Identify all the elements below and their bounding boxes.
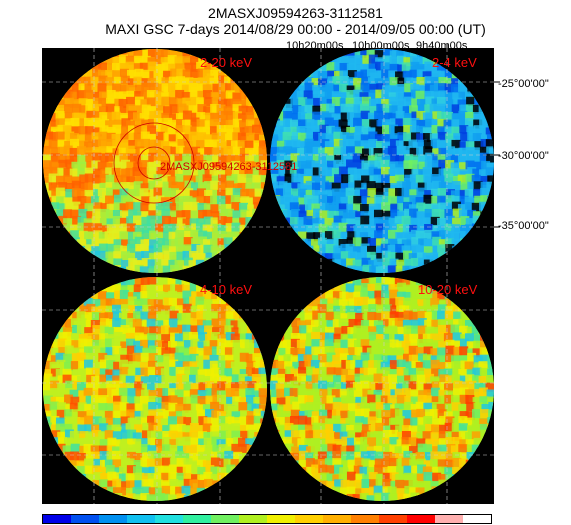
color-scale-cell	[183, 515, 211, 523]
source-label: 2MASXJ09594263-3112581	[160, 161, 297, 173]
panel-band-label: 2-20 keV	[200, 55, 252, 70]
color-scale-cell	[43, 515, 71, 523]
color-scale-cell	[239, 515, 267, 523]
color-scale-cell	[267, 515, 295, 523]
color-scale-cell	[127, 515, 155, 523]
panel-band-label: 10-20 keV	[418, 282, 478, 297]
color-scale-bar	[42, 514, 492, 524]
color-scale-cell	[295, 515, 323, 523]
panel-band-label: 2-4 keV	[432, 55, 477, 70]
color-scale-cell	[155, 515, 183, 523]
color-scale-cell	[71, 515, 99, 523]
color-scale-cell	[379, 515, 407, 523]
color-scale-cell	[435, 515, 463, 523]
color-scale-cell	[463, 515, 491, 523]
color-scale-cell	[323, 515, 351, 523]
color-scale-cell	[351, 515, 379, 523]
color-scale-cell	[99, 515, 127, 523]
color-scale-cell	[407, 515, 435, 523]
color-scale-cell	[211, 515, 239, 523]
panel-band-label: 4-10 keV	[200, 282, 252, 297]
